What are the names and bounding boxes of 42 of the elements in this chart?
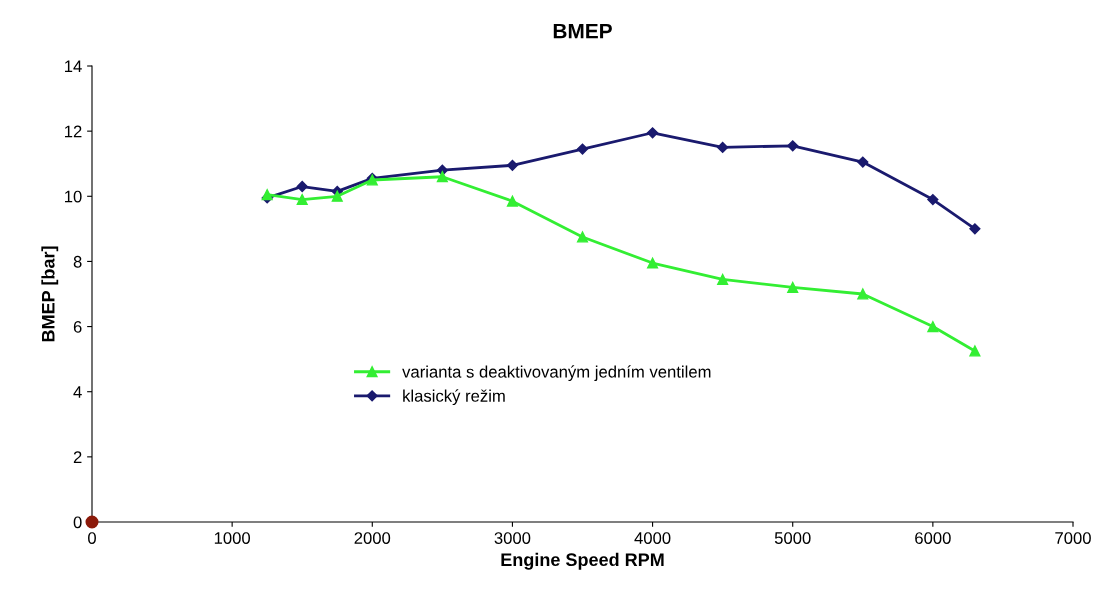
x-tick-label: 0	[88, 532, 96, 544]
point	[436, 171, 448, 183]
y-tick-label: 2	[73, 451, 82, 463]
point	[331, 190, 343, 202]
chart-title: BMEP	[553, 23, 612, 39]
point	[85, 515, 99, 529]
point	[576, 143, 589, 155]
x-tick-label: 3000	[494, 532, 531, 544]
point	[717, 273, 729, 285]
point	[857, 288, 869, 300]
x-tick-label: 7000	[1055, 532, 1091, 544]
point	[576, 231, 589, 243]
legend-label: klasický režim	[403, 389, 505, 406]
point	[647, 257, 659, 269]
point	[787, 140, 799, 152]
legend-label: varianta s deaktivovaným jedním ventilem	[402, 365, 711, 382]
x-tick-label: 6000	[915, 532, 951, 544]
point	[506, 159, 519, 171]
x-tick-label: 5000	[774, 532, 811, 544]
point	[787, 281, 799, 294]
y-tick-label: 0	[73, 516, 82, 529]
y-tick-label: 6	[73, 320, 82, 333]
y-axis-title: BMEP [bar]	[41, 246, 59, 342]
x-tick-label: 2000	[354, 532, 391, 544]
point	[927, 321, 939, 333]
point	[296, 193, 308, 206]
point	[506, 195, 518, 207]
point	[296, 180, 308, 193]
x-axis-title: Engine Speed RPM	[501, 552, 664, 570]
point	[646, 127, 659, 139]
y-tick-label: 4	[73, 386, 82, 398]
x-tick-label: 1000	[214, 532, 251, 544]
y-tick-label: 14	[65, 60, 82, 73]
point	[969, 345, 981, 357]
point	[717, 141, 729, 154]
point	[969, 223, 981, 235]
y-tick-label: 12	[65, 125, 82, 138]
point	[927, 193, 939, 206]
x-tick-label: 4000	[634, 532, 671, 544]
y-tick-label: 8	[73, 255, 82, 268]
y-tick-label: 10	[65, 190, 82, 203]
point	[857, 156, 869, 168]
